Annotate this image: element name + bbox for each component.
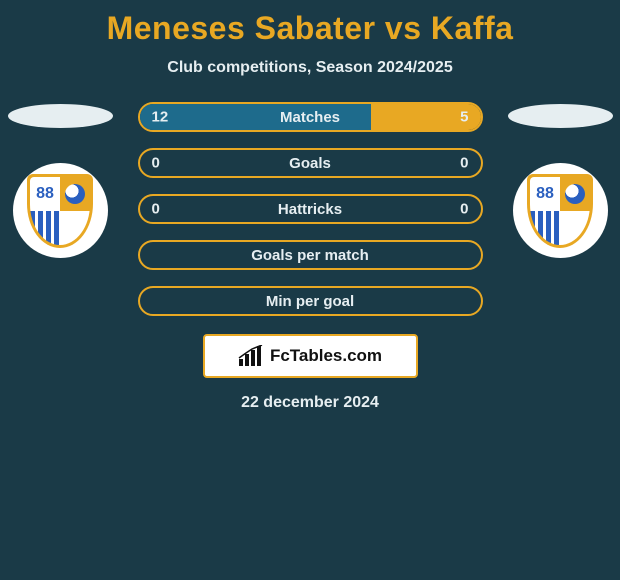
stat-label: Goals per match	[251, 247, 369, 264]
stat-value-p1: 12	[152, 109, 169, 126]
shield-icon: 88	[27, 174, 93, 248]
player-right-column: 88	[500, 102, 620, 258]
stat-row: 12 5 Matches	[138, 102, 483, 132]
stripes-icon	[30, 211, 60, 245]
content-area: 88 88	[0, 102, 620, 412]
stat-row: 0 0 Goals	[138, 148, 483, 178]
ball-icon	[565, 184, 585, 204]
shield-number: 88	[536, 185, 554, 203]
stat-row: Goals per match	[138, 240, 483, 270]
brand-text: FcTables.com	[270, 346, 382, 366]
stat-label: Matches	[280, 109, 340, 126]
page-title: Meneses Sabater vs Kaffa	[0, 0, 620, 47]
comparison-infographic: Meneses Sabater vs Kaffa Club competitio…	[0, 0, 620, 580]
shield-number: 88	[36, 185, 54, 203]
player-left-ellipse	[8, 104, 113, 128]
player-right-badge: 88	[513, 163, 608, 258]
page-subtitle: Club competitions, Season 2024/2025	[0, 59, 620, 77]
stat-value-p1: 0	[152, 155, 160, 172]
bar-chart-icon	[238, 345, 264, 367]
player-right-ellipse	[508, 104, 613, 128]
shield-icon: 88	[527, 174, 593, 248]
stat-label: Goals	[289, 155, 331, 172]
stat-row: Min per goal	[138, 286, 483, 316]
brand-box: FcTables.com	[203, 334, 418, 378]
stat-value-p2: 0	[460, 201, 468, 218]
stat-row: 0 0 Hattricks	[138, 194, 483, 224]
stat-value-p2: 0	[460, 155, 468, 172]
ball-icon	[65, 184, 85, 204]
player-left-column: 88	[0, 102, 120, 258]
stat-label: Min per goal	[266, 293, 354, 310]
player-left-badge: 88	[13, 163, 108, 258]
stat-value-p1: 0	[152, 201, 160, 218]
footer-date: 22 december 2024	[0, 394, 620, 412]
stat-value-p2: 5	[460, 109, 468, 126]
stat-label: Hattricks	[278, 201, 342, 218]
stat-rows: 12 5 Matches 0 0 Goals 0 0 Hattricks Goals per ma…	[138, 102, 483, 316]
stripes-icon	[530, 211, 560, 245]
